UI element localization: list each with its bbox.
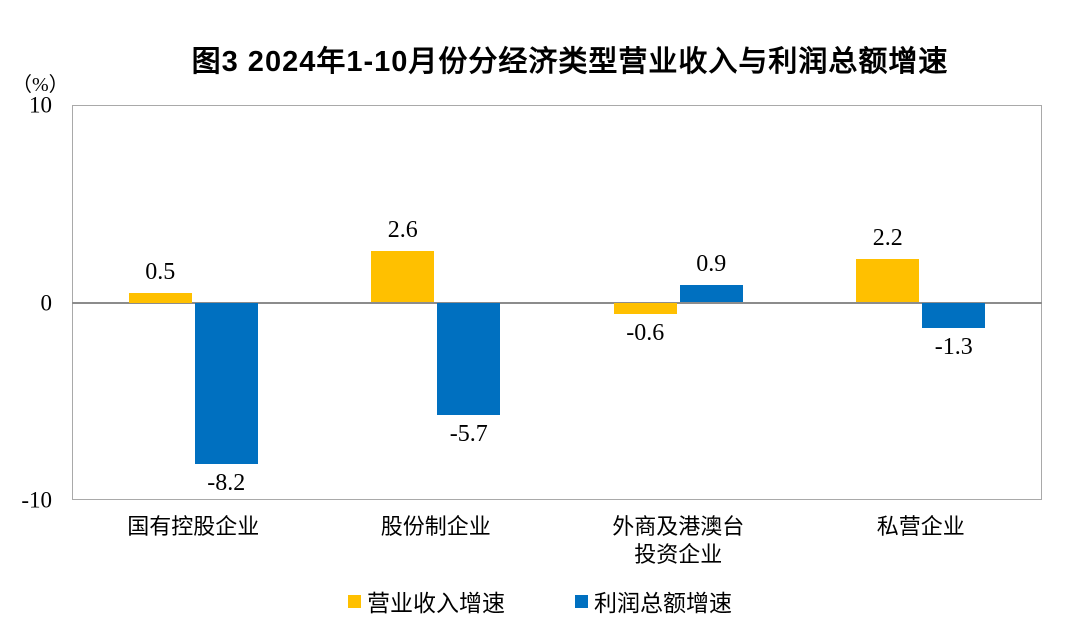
bar-value-label: -0.6 (626, 320, 665, 347)
bar-revenue (128, 292, 192, 303)
bar-revenue (371, 251, 435, 303)
x-axis-category-label: 外商及港澳台 投资企业 (612, 514, 745, 567)
bar-profit (194, 302, 258, 465)
bar-revenue (613, 302, 677, 315)
bar-value-label: 0.9 (696, 250, 727, 277)
bar-value-label: -8.2 (207, 470, 246, 497)
legend-item-label: 利润总额增速 (594, 591, 732, 616)
bar-value-label: -1.3 (934, 334, 973, 361)
bar-revenue (856, 259, 920, 303)
bar-profit (679, 284, 743, 303)
legend-item-revenue: 营业收入增速 (348, 584, 505, 618)
y-axis-tick-label: 10 (29, 92, 52, 118)
legend-swatch-icon (348, 594, 361, 608)
y-axis-tick-label: 0 (40, 290, 53, 315)
legend-swatch-icon (575, 594, 588, 608)
zero-axis-line (72, 301, 1042, 304)
legend-item-label: 营业收入增速 (367, 591, 505, 616)
bar-value-label: 2.6 (387, 217, 418, 244)
legend-item-profit: 利润总额增速 (575, 584, 732, 618)
legend: 营业收入增速 利润总额增速 (0, 584, 1080, 618)
x-axis-category-label: 私营企业 (876, 514, 965, 539)
x-axis-category-label: 股份制企业 (380, 514, 491, 539)
y-axis-tick-label: -10 (21, 487, 52, 513)
bar-profit (437, 302, 501, 416)
bar-value-label: 2.2 (872, 225, 903, 252)
x-axis-category-label: 国有控股企业 (127, 514, 260, 539)
bar-profit (922, 302, 986, 329)
y-axis-unit-label: （%） (12, 74, 69, 96)
bar-value-label: 0.5 (145, 258, 176, 285)
bar-value-label: -5.7 (449, 421, 488, 448)
chart-title: 图3 2024年1-10月份分经济类型营业收入与利润总额增速 (191, 46, 949, 78)
